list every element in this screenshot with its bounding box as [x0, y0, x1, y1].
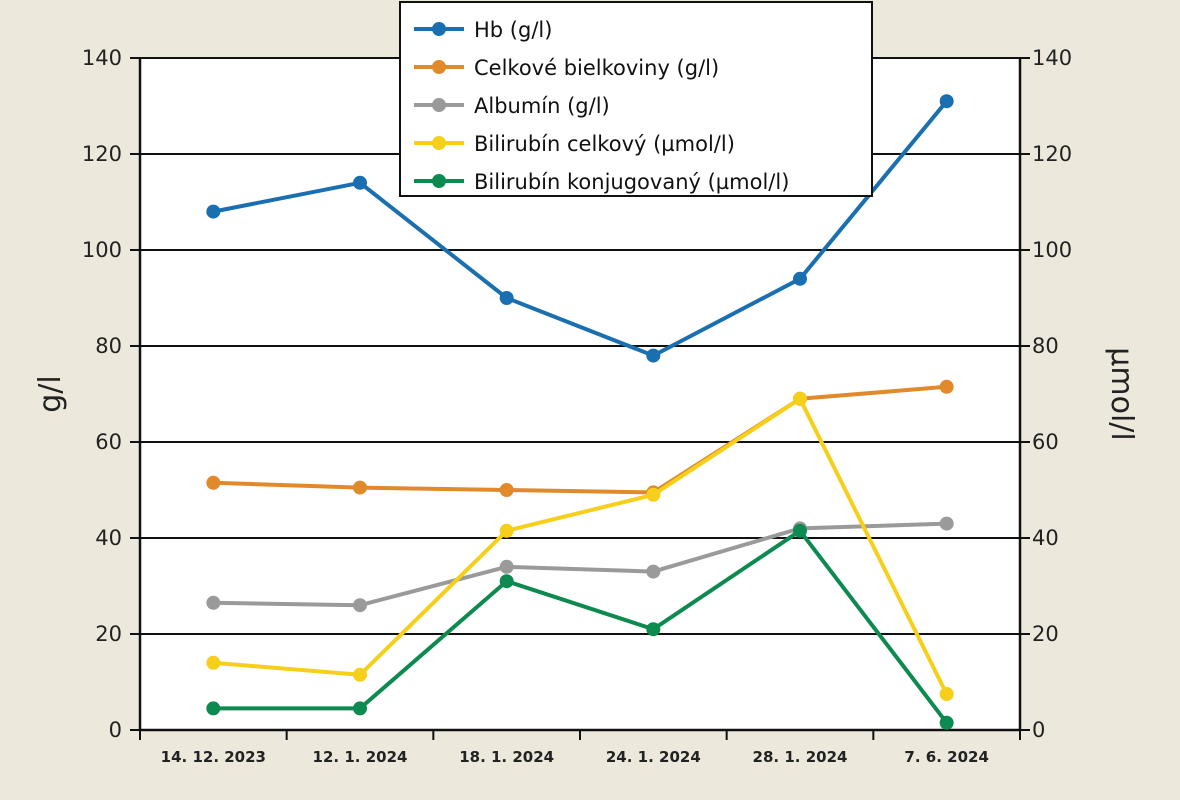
right-axis-ticks: 0 20 40 60 80 100 120 140: [1032, 46, 1072, 742]
legend-swatch-marker: [432, 136, 446, 150]
right-tick-label: 40: [1032, 526, 1059, 550]
right-tick-label: 0: [1032, 718, 1045, 742]
data-point: [939, 379, 954, 394]
series-line: [212, 99, 949, 358]
legend-item: Albumín (g/l): [414, 94, 610, 118]
x-tick-label: 28. 1. 2024: [753, 748, 848, 766]
left-tick-label: 60: [95, 430, 122, 454]
data-point: [793, 271, 807, 286]
legend-label: Albumín (g/l): [474, 94, 610, 118]
x-tick-label: 18. 1. 2024: [459, 748, 554, 766]
data-point: [353, 701, 367, 716]
series-line: [213, 528, 949, 725]
data-point: [499, 559, 514, 574]
x-tick-label: 14. 12. 2023: [161, 748, 266, 766]
legend-box: [399, 1, 873, 197]
data-point: [206, 701, 221, 716]
series-group: [206, 94, 954, 730]
data-point: [499, 483, 514, 497]
x-axis-category-labels: 14. 12. 2023 12. 1. 2024 18. 1. 2024 24. 1.…: [161, 748, 989, 766]
legend-item: Celkové bielkoviny (g/l): [414, 56, 719, 80]
data-point: [646, 348, 661, 363]
left-tick-label: 0: [109, 718, 122, 742]
right-tick-label: 120: [1032, 142, 1072, 166]
left-tick-label: 120: [82, 142, 122, 166]
left-axis-ticks: 0 20 40 60 80 100 120 140: [82, 46, 122, 742]
data-point: [353, 175, 367, 190]
data-point: [939, 94, 954, 109]
data-point: [206, 655, 221, 670]
legend-label: Celkové bielkoviny (g/l): [474, 56, 719, 80]
data-point: [353, 667, 367, 682]
legend-item: Hb (g/l): [414, 18, 552, 42]
data-point: [206, 475, 221, 490]
legend-item: Bilirubín konjugovaný (µmol/l): [414, 170, 789, 194]
series-4: [206, 391, 954, 701]
legend-swatch-marker: [432, 22, 446, 36]
left-tick-label: 40: [95, 526, 122, 550]
data-point: [793, 523, 807, 538]
left-tick-label: 140: [82, 46, 122, 70]
data-point: [499, 291, 514, 305]
right-tick-label: 140: [1032, 46, 1072, 70]
data-point: [939, 687, 954, 701]
series-line: [213, 396, 949, 695]
right-tick-label: 60: [1032, 430, 1059, 454]
data-point: [353, 480, 367, 495]
data-point: [206, 595, 221, 610]
data-point: [939, 516, 954, 531]
right-axis-title: µmol/l: [1104, 347, 1139, 440]
x-tick-label: 24. 1. 2024: [606, 748, 701, 766]
data-point: [646, 564, 661, 579]
legend-item: Bilirubín celkový (µmol/l): [414, 132, 735, 156]
left-tick-label: 20: [95, 622, 122, 646]
data-point: [646, 487, 661, 502]
series-1: [206, 94, 954, 363]
data-point: [499, 523, 514, 538]
axes: [130, 57, 1030, 740]
legend-label: Bilirubín konjugovaný (µmol/l): [474, 170, 789, 194]
data-point: [353, 598, 367, 613]
data-point: [206, 204, 221, 219]
legend-label: Bilirubín celkový (µmol/l): [474, 132, 735, 156]
series-line: [213, 521, 947, 608]
legend-swatch-marker: [432, 174, 446, 188]
series-3: [206, 516, 954, 613]
right-tick-label: 100: [1032, 238, 1072, 262]
right-tick-label: 20: [1032, 622, 1059, 646]
data-point: [646, 622, 661, 637]
legend-label: Hb (g/l): [474, 18, 552, 42]
legend: Hb (g/l) Celkové bielkoviny (g/l) Albumín …: [399, 1, 873, 197]
right-tick-label: 80: [1032, 334, 1059, 358]
x-tick-label: 7. 6. 2024: [904, 748, 988, 766]
left-axis-title: g/l: [33, 375, 68, 413]
x-tick-label: 12. 1. 2024: [313, 748, 408, 766]
data-point: [499, 574, 514, 589]
left-tick-label: 100: [82, 238, 122, 262]
data-point: [939, 715, 954, 730]
series-5: [206, 523, 954, 730]
series-line: [213, 384, 947, 495]
data-point: [793, 391, 807, 406]
legend-swatch-marker: [432, 98, 446, 112]
legend-swatch-marker: [432, 60, 446, 74]
left-tick-label: 80: [95, 334, 122, 358]
